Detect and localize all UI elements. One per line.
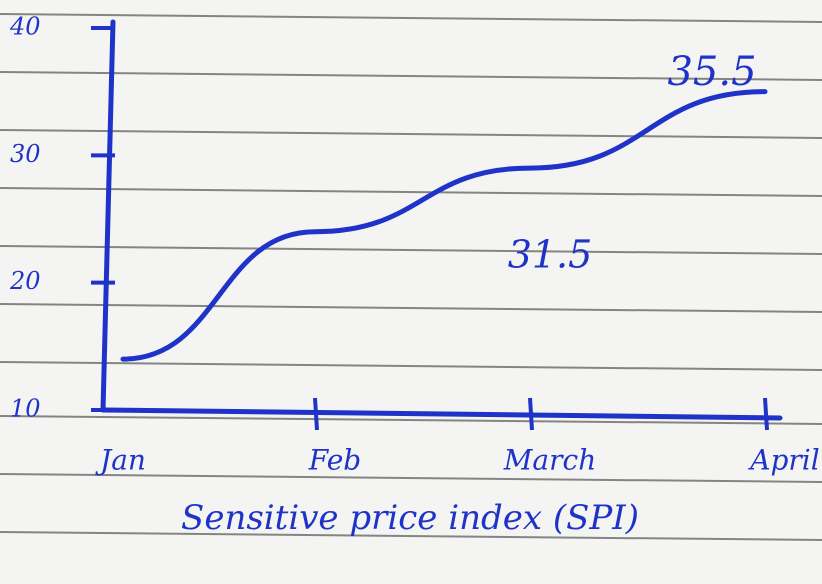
y-tick-label: 20	[9, 267, 41, 295]
y-tick-label: 10	[10, 395, 41, 423]
x-tick-label: March	[503, 444, 596, 477]
y-tick-label: 40	[9, 13, 41, 41]
x-tick-label: April	[747, 444, 819, 477]
x-tick	[530, 398, 532, 430]
page: Sensitive price index (SPI) 35.5 31.5 10…	[0, 0, 822, 584]
chart: Sensitive price index (SPI) 35.5 31.5 10…	[0, 0, 822, 584]
chart-title: Sensitive price index (SPI)	[181, 498, 639, 538]
x-tick-label: Jan	[95, 444, 146, 477]
y-tick-label: 30	[10, 140, 41, 168]
annotation: 31.5	[508, 233, 593, 277]
x-tick	[315, 398, 317, 430]
annotation: 35.5	[667, 49, 756, 95]
x-tick	[765, 398, 767, 430]
x-tick-label: Feb	[308, 444, 361, 477]
